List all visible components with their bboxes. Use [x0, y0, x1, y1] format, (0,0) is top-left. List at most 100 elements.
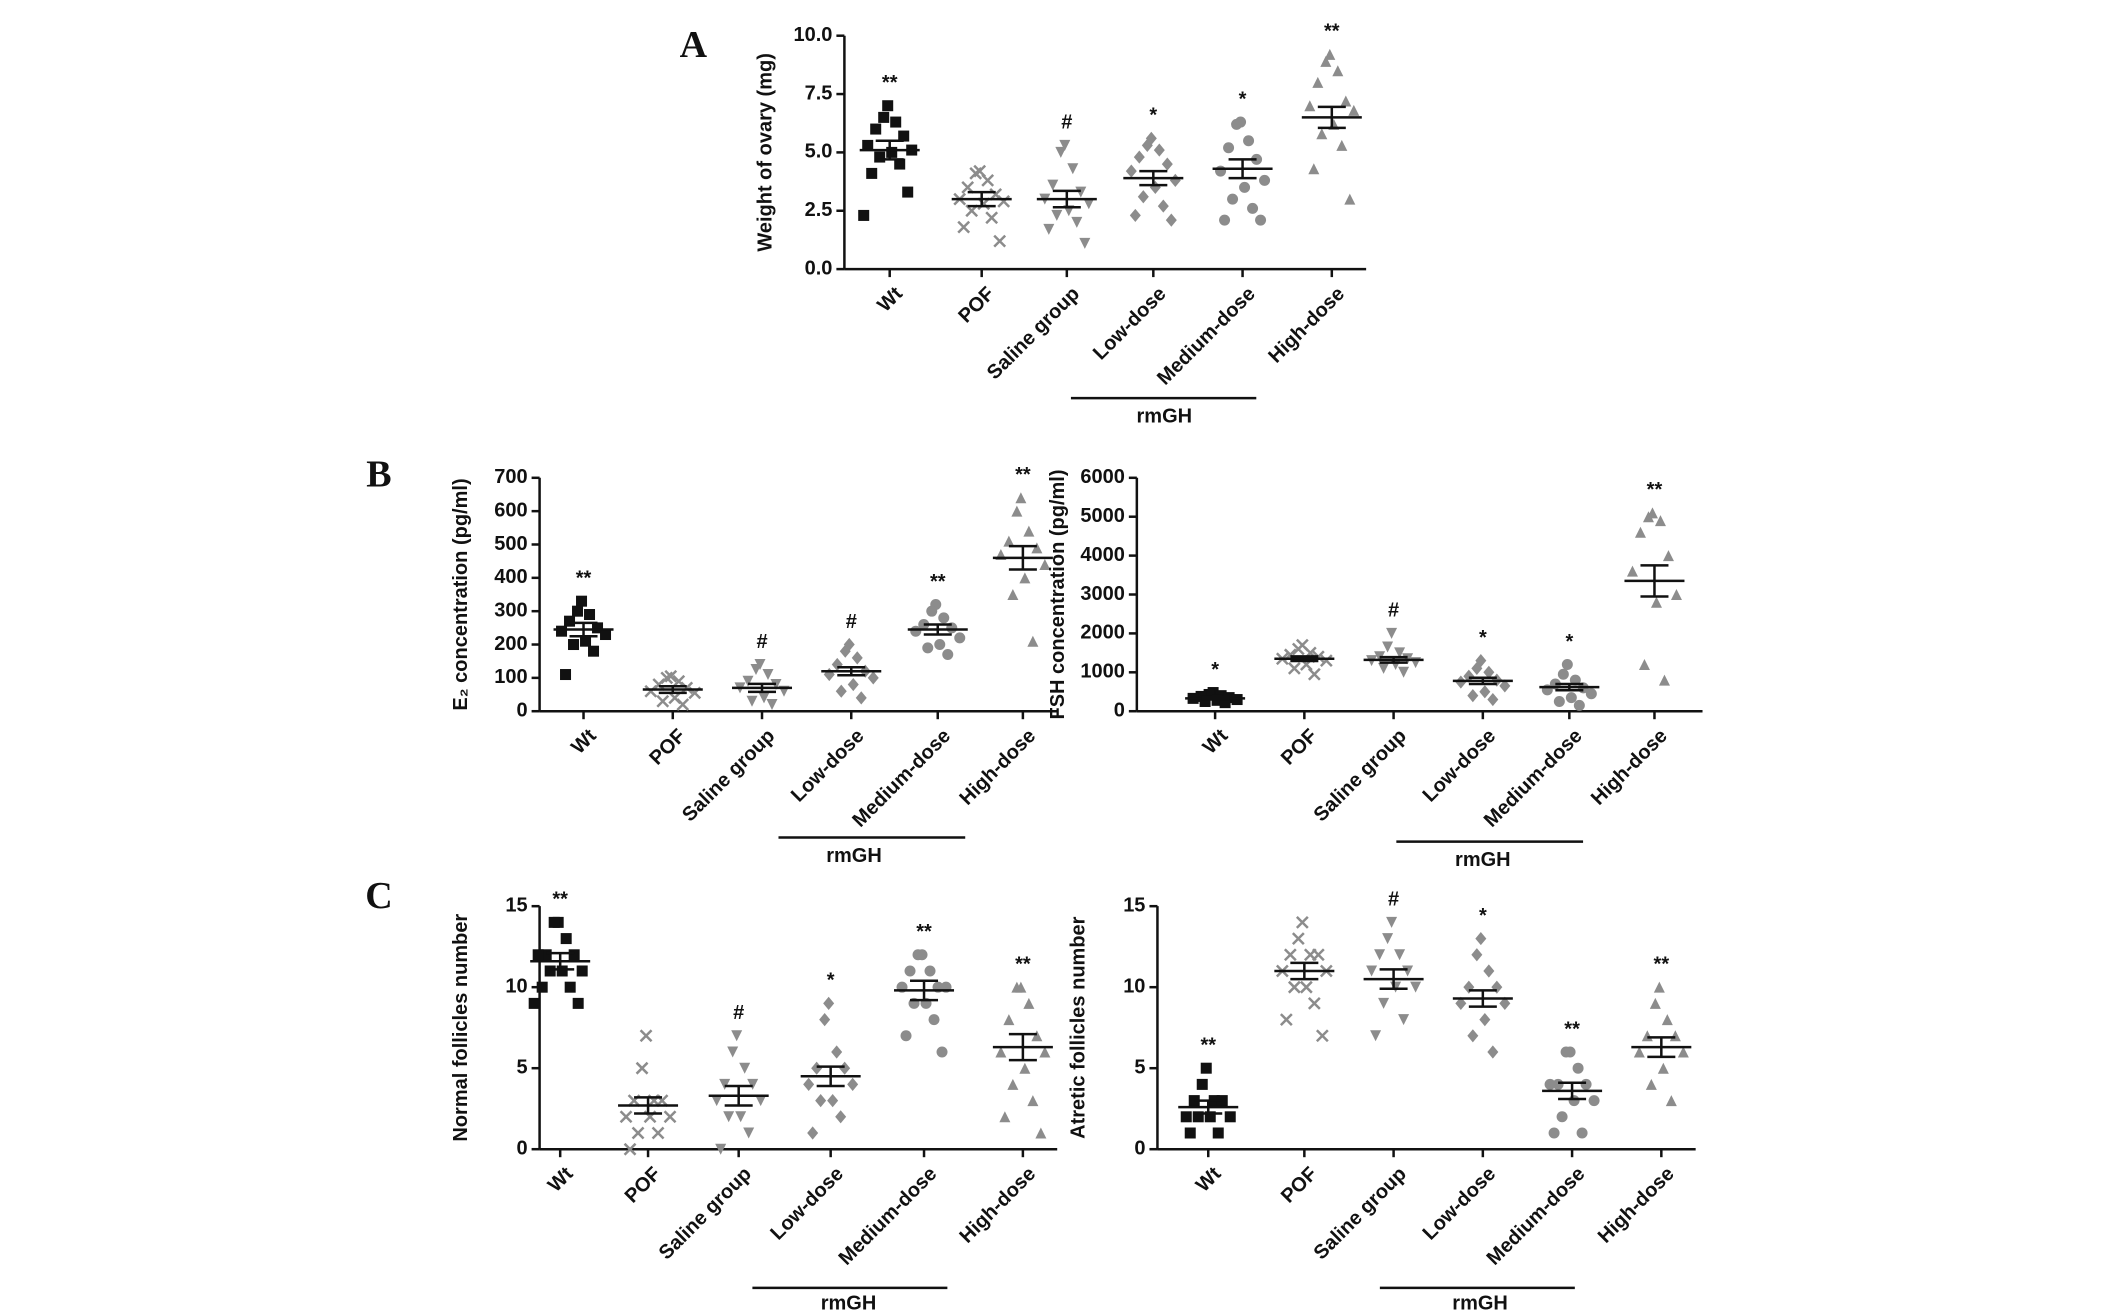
point [1259, 174, 1271, 186]
x-tick-label: POF [1277, 1163, 1322, 1208]
point [803, 1077, 815, 1091]
point [1137, 190, 1149, 204]
point [1133, 150, 1145, 164]
sem-bar [569, 621, 598, 638]
point [1015, 492, 1027, 504]
sem-bar [1647, 1036, 1676, 1059]
point [1019, 1062, 1031, 1074]
point [847, 677, 859, 692]
y-tick-label: 300 [494, 599, 527, 621]
sem-bar [1201, 695, 1230, 701]
point [588, 645, 600, 657]
point [1378, 997, 1390, 1009]
point [1212, 1127, 1224, 1139]
point [1035, 1127, 1047, 1139]
y-tick-label: 10 [1123, 975, 1145, 997]
point [1023, 525, 1035, 537]
sem-bar [1317, 105, 1346, 130]
annotation: * [827, 970, 835, 992]
point [1319, 654, 1333, 668]
point [1654, 515, 1666, 527]
point [623, 1142, 637, 1156]
x-tick-label: Wt [567, 725, 601, 759]
y-tick-label: 600 [494, 499, 527, 521]
point [1003, 535, 1015, 547]
point [747, 1078, 759, 1090]
point [1410, 981, 1422, 993]
point [1366, 965, 1378, 977]
x-tick-label: High-dose [1587, 725, 1672, 810]
point [1071, 216, 1083, 228]
point [1192, 1111, 1204, 1123]
point [1471, 661, 1483, 676]
point [560, 933, 572, 945]
point [639, 1029, 653, 1043]
x-tick-label: Saline group [1310, 725, 1411, 826]
point [564, 981, 576, 993]
sem-bar [1640, 564, 1669, 598]
point [934, 639, 946, 651]
point [1633, 1046, 1645, 1058]
point [1219, 214, 1231, 226]
point [1544, 1078, 1556, 1090]
point [1670, 589, 1682, 601]
point [528, 997, 540, 1009]
sem-bar [658, 684, 687, 695]
annotation: ** [1564, 1018, 1580, 1040]
point [663, 1110, 677, 1124]
y-tick-label: 0 [516, 699, 527, 721]
sem-bar [748, 682, 777, 694]
point [1556, 1111, 1568, 1123]
point [1227, 193, 1239, 205]
point [719, 1078, 731, 1090]
point [847, 1077, 859, 1091]
x-tick-label: POF [645, 725, 690, 770]
point [870, 123, 882, 135]
point [999, 1111, 1011, 1123]
point [580, 635, 592, 647]
point [576, 595, 588, 607]
point [644, 684, 658, 698]
annotation: ** [1015, 464, 1031, 486]
sem-bar [923, 623, 952, 636]
annotation: ** [882, 72, 898, 94]
point [1548, 1127, 1560, 1139]
point [1299, 980, 1313, 994]
point [823, 667, 835, 682]
point [556, 965, 568, 977]
point [1565, 692, 1577, 704]
point [835, 684, 847, 698]
point [1479, 1012, 1491, 1027]
point [540, 949, 552, 961]
point [1649, 997, 1661, 1009]
point [572, 997, 584, 1009]
x-tick-label: POF [954, 283, 999, 328]
point [1398, 1014, 1410, 1026]
point [731, 1030, 743, 1042]
annotation: ** [1324, 21, 1340, 43]
annotation: ** [930, 571, 946, 593]
point [894, 158, 906, 170]
sem-bar [875, 139, 904, 161]
point [985, 211, 999, 225]
sem-bar [1290, 961, 1319, 981]
y-tick-label: 0 [516, 1137, 527, 1159]
annotation: * [1479, 905, 1487, 927]
point [1239, 181, 1251, 193]
point [1224, 1111, 1236, 1123]
y-tick-label: 0 [1114, 699, 1125, 721]
y-tick-label: 2.5 [805, 199, 833, 221]
point [1398, 666, 1410, 678]
point [1634, 526, 1646, 538]
point [1378, 662, 1390, 674]
sem-bar [1468, 989, 1497, 1008]
annotation: # [846, 611, 857, 633]
point [584, 609, 596, 621]
point [592, 622, 604, 634]
sem-bar [1468, 676, 1497, 686]
point [1487, 692, 1499, 707]
point [1653, 981, 1665, 993]
point [1662, 550, 1674, 562]
point [922, 642, 934, 654]
x-tick-label: Wt [873, 283, 907, 317]
